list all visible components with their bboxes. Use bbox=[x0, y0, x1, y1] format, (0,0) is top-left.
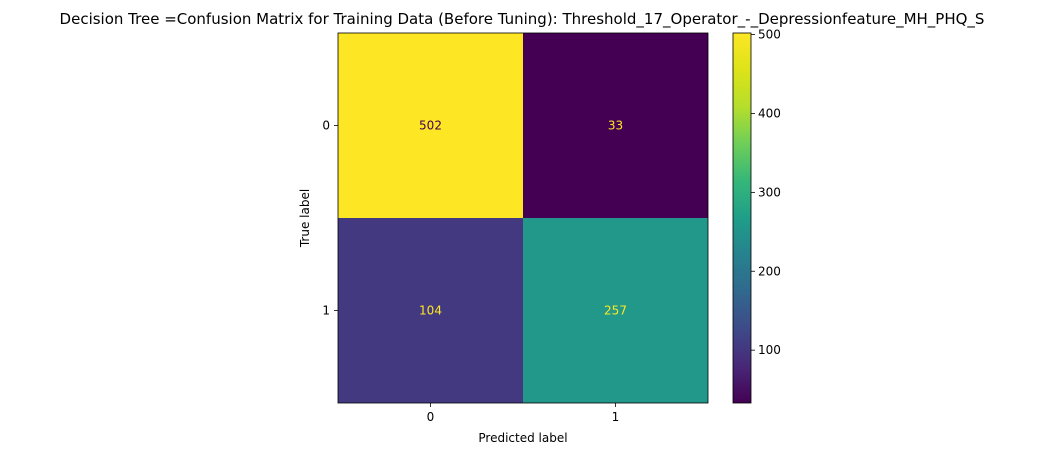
y-axis-ticks: 01 bbox=[322, 119, 338, 318]
heatmap-cell bbox=[523, 33, 708, 218]
y-tick-label: 1 bbox=[322, 304, 330, 318]
plot-frame bbox=[337, 32, 709, 404]
x-tick-label: 1 bbox=[612, 410, 620, 424]
x-axis-label: Predicted label bbox=[478, 431, 567, 445]
cell-value-label: 104 bbox=[419, 304, 442, 318]
colorbar-tick-label: 200 bbox=[758, 264, 781, 278]
y-tick-label: 0 bbox=[322, 119, 330, 133]
heatmap-cells: 502 33 104 257 bbox=[338, 33, 708, 403]
cell-value-label: 257 bbox=[604, 304, 627, 318]
heatmap-cell bbox=[338, 218, 523, 403]
colorbar-tick-label: 500 bbox=[758, 28, 781, 42]
cell-value-label: 33 bbox=[608, 119, 623, 133]
colorbar bbox=[732, 32, 752, 404]
cell-value-label: 502 bbox=[419, 119, 442, 133]
colorbar-tick-label: 400 bbox=[758, 106, 781, 120]
colorbar-ticks: 100 200 300 400 500 bbox=[751, 28, 781, 357]
heatmap-cell bbox=[338, 33, 523, 218]
colorbar-tick-label: 300 bbox=[758, 185, 781, 199]
heatmap-cell bbox=[523, 218, 708, 403]
x-tick-label: 0 bbox=[427, 410, 435, 424]
chart-title: Decision Tree =Confusion Matrix for Trai… bbox=[60, 10, 985, 29]
y-axis-label: True label bbox=[298, 189, 312, 248]
colorbar-tick-label: 100 bbox=[758, 343, 781, 357]
